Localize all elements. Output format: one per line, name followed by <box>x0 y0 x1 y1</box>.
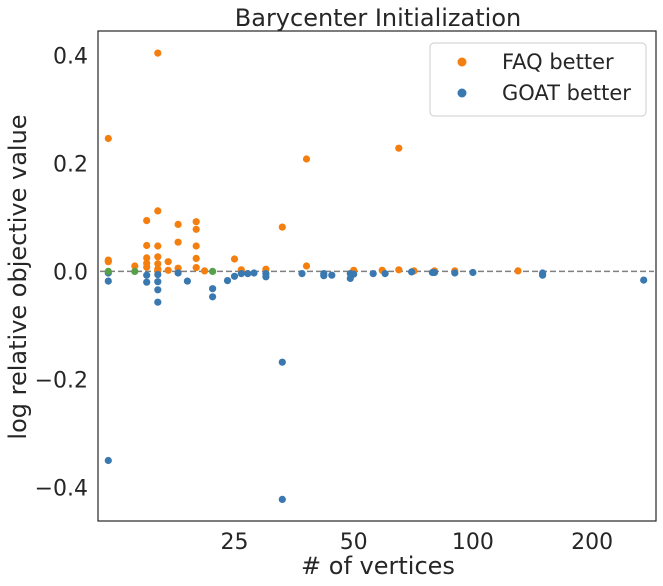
data-point <box>174 269 182 277</box>
data-point <box>154 253 162 261</box>
data-point <box>230 272 239 280</box>
x-tick-label: 100 <box>452 530 494 555</box>
data-point <box>143 241 151 250</box>
data-point <box>164 258 172 266</box>
y-tick-label: −0.2 <box>35 369 88 394</box>
data-point <box>143 271 151 279</box>
data-point <box>104 258 112 266</box>
data-point <box>192 218 200 226</box>
data-point <box>237 270 245 278</box>
data-point <box>230 255 239 263</box>
data-point <box>154 49 162 57</box>
data-point <box>539 269 547 277</box>
data-point <box>192 242 200 250</box>
data-point <box>104 277 112 285</box>
data-point <box>430 268 439 277</box>
data-point <box>262 270 270 278</box>
y-axis-label: log relative objective value <box>4 114 32 439</box>
data-point <box>408 268 416 276</box>
data-point <box>514 267 522 275</box>
data-point <box>131 267 139 275</box>
data-point <box>209 285 217 293</box>
data-point <box>381 270 389 278</box>
legend-marker-goat <box>457 88 467 98</box>
legend-box <box>429 42 647 117</box>
data-point <box>131 262 139 270</box>
data-point <box>192 264 200 272</box>
data-points <box>104 49 648 503</box>
data-point <box>154 242 162 250</box>
data-point <box>154 207 162 215</box>
data-point <box>192 225 200 233</box>
data-point <box>154 271 162 279</box>
plot-area <box>97 30 657 522</box>
data-point <box>143 278 151 286</box>
data-point <box>302 262 311 270</box>
data-point <box>278 358 286 366</box>
y-tick-label: 0.2 <box>53 152 88 177</box>
data-point <box>640 276 648 284</box>
data-point <box>451 269 459 277</box>
data-point <box>395 144 403 152</box>
y-tick-label: 0.4 <box>53 44 88 69</box>
data-point <box>143 263 151 271</box>
plot-frame <box>97 30 657 522</box>
data-point <box>278 495 286 503</box>
data-point <box>209 293 217 301</box>
chart-title: Barycenter Initialization <box>235 4 521 32</box>
data-point <box>328 271 336 279</box>
data-point <box>320 270 328 278</box>
data-point <box>192 254 200 262</box>
y-tick-label: −0.4 <box>35 477 88 502</box>
data-point <box>154 260 162 268</box>
data-point <box>154 298 162 306</box>
data-point <box>183 277 191 285</box>
data-point <box>469 268 477 277</box>
data-point <box>395 266 403 274</box>
data-point <box>104 134 112 143</box>
data-point <box>209 267 217 275</box>
data-point <box>143 254 151 262</box>
legend: FAQ better GOAT better <box>429 42 647 117</box>
legend-label-goat: GOAT better <box>502 81 631 105</box>
data-point <box>278 223 286 231</box>
data-point <box>302 155 311 163</box>
x-axis-ticks: 25 50 100 200 <box>221 530 614 555</box>
data-point <box>154 278 162 286</box>
legend-marker-faq <box>457 57 467 67</box>
data-point <box>244 270 252 278</box>
legend-label-faq: FAQ better <box>502 50 614 74</box>
data-point <box>164 266 172 274</box>
data-point <box>223 277 232 285</box>
data-point <box>143 217 151 225</box>
x-tick-label: 50 <box>340 530 368 555</box>
data-point <box>174 238 182 246</box>
x-tick-label: 25 <box>221 530 249 555</box>
data-point <box>298 270 306 278</box>
data-point <box>174 220 182 228</box>
y-tick-label: 0.0 <box>53 260 88 285</box>
data-point <box>104 267 112 275</box>
x-axis-label: # of vertices <box>301 552 455 580</box>
data-point <box>154 286 162 294</box>
y-axis-ticks: 0.4 0.2 0.0 −0.2 −0.4 <box>35 44 88 501</box>
data-point <box>201 267 209 275</box>
data-point <box>104 456 112 465</box>
x-tick-label: 200 <box>571 530 613 555</box>
data-point <box>369 270 377 278</box>
data-point <box>250 269 258 277</box>
data-point <box>350 270 358 278</box>
